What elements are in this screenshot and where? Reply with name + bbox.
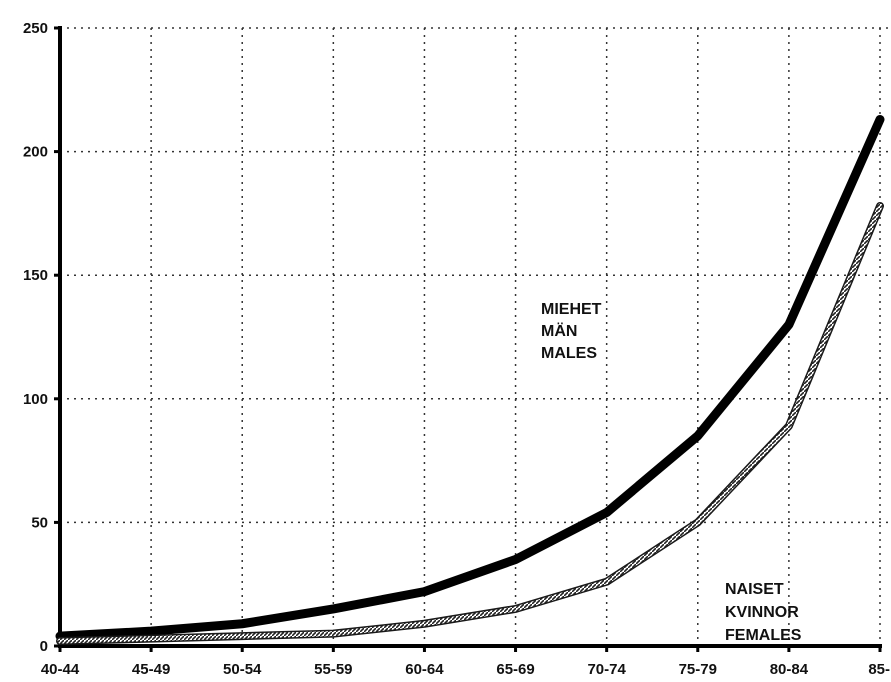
y-tick-label: 100	[23, 391, 48, 408]
females-annotation-line: FEMALES	[725, 627, 802, 644]
series-line-females	[57, 203, 883, 644]
y-tick-label: 200	[23, 144, 48, 161]
y-tick-label: 250	[23, 20, 48, 37]
males-annotation-line: MÄN	[541, 322, 577, 340]
males-annotation-line: MALES	[541, 345, 597, 362]
annotations: MIEHET MÄN MALES NAISET KVINNOR FEMALES	[541, 301, 802, 644]
series-lines	[55, 114, 885, 646]
y-tick-label: 150	[23, 267, 48, 284]
x-tick-labels: 40-44 45-49 50-54 55-59 60-64 65-69 70-74 75-79…	[41, 661, 890, 678]
x-tick-label: 45-49	[132, 661, 170, 678]
x-tick-label: 70-74	[587, 661, 626, 678]
x-tick-label: 65-69	[496, 661, 534, 678]
x-tick-label: 40-44	[41, 661, 80, 678]
females-annotation-line: KVINNOR	[725, 604, 799, 621]
axes	[54, 26, 882, 652]
series-line-males	[55, 114, 885, 641]
females-annotation-line: NAISET	[725, 581, 784, 598]
y-tick-labels: 0 50 100 150 200 250	[23, 20, 48, 655]
x-tick-label: 85-	[868, 661, 890, 678]
y-tick-label: 0	[40, 638, 48, 655]
x-tick-label: 55-59	[314, 661, 352, 678]
x-tick-label: 50-54	[223, 661, 262, 678]
x-tick-label: 80-84	[770, 661, 809, 678]
y-tick-label: 50	[31, 514, 48, 531]
x-tick-label: 60-64	[405, 661, 444, 678]
x-tick-label: 75-79	[679, 661, 717, 678]
grid	[60, 27, 888, 646]
males-annotation-line: MIEHET	[541, 301, 602, 318]
